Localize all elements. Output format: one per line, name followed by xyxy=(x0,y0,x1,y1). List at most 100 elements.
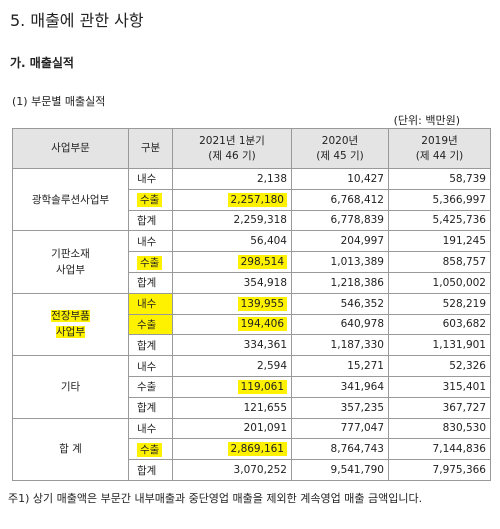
value: 139,955 xyxy=(237,296,287,311)
type-cell: 수출 xyxy=(128,313,173,336)
value: 858,757 xyxy=(442,256,486,269)
type-label: 수출 xyxy=(137,255,163,270)
value: 777,047 xyxy=(340,422,384,435)
type-label: 내수 xyxy=(137,173,157,186)
segment-name: 기타 xyxy=(60,380,81,393)
value: 119,061 xyxy=(237,379,287,394)
segment-cell: 합 계 xyxy=(12,417,129,481)
segment-name: 광학솔루션사업부 xyxy=(31,193,110,206)
value-cell: 7,144,836 xyxy=(388,438,491,461)
value-cell: 2,594 xyxy=(172,355,292,377)
segment-cell: 광학솔루션사업부 xyxy=(12,167,129,232)
table-row: 합계 334,361 1,187,330 1,131,901 xyxy=(13,334,491,357)
value-cell: 354,918 xyxy=(172,271,292,294)
value: 191,245 xyxy=(442,235,486,248)
value: 1,218,386 xyxy=(330,276,384,289)
column-header: 구분 xyxy=(128,128,173,169)
segment-cell: 기타 xyxy=(12,355,129,419)
type-cell: 수출 xyxy=(128,438,173,461)
value: 2,869,161 xyxy=(227,442,287,457)
value-cell: 1,218,386 xyxy=(291,271,389,294)
type-label: 합계 xyxy=(137,402,157,415)
type-label: 내수 xyxy=(137,360,157,373)
value-cell: 2,257,180 xyxy=(172,188,292,211)
segment-name: 합 계 xyxy=(59,443,82,456)
value: 2,138 xyxy=(256,172,287,185)
type-cell: 합계 xyxy=(128,209,173,232)
value: 298,514 xyxy=(237,255,287,270)
value-cell: 367,727 xyxy=(388,396,491,419)
value-cell: 830,530 xyxy=(388,417,491,440)
value: 1,013,389 xyxy=(330,256,384,269)
type-label: 수출 xyxy=(137,193,163,208)
table-row: 광학솔루션사업부 내수 2,138 10,427 58,739 xyxy=(12,167,491,232)
type-label: 수출 xyxy=(137,381,157,394)
column-header: 2021년 1분기 (제 46 기) xyxy=(172,128,292,169)
value-cell: 3,070,252 xyxy=(172,459,292,481)
sales-table: 사업부문 구분 2021년 1분기 (제 46 기) 2020년 (제 45 기) 20… xyxy=(12,128,491,481)
value-cell: 777,047 xyxy=(291,417,389,440)
value: 2,257,180 xyxy=(227,192,287,207)
value-cell: 201,091 xyxy=(172,417,292,440)
value: 204,997 xyxy=(340,235,384,248)
value: 5,366,997 xyxy=(432,193,486,206)
value-cell: 858,757 xyxy=(388,251,491,273)
value: 52,326 xyxy=(449,360,486,373)
column-header: 2020년 (제 45 기) xyxy=(291,128,389,169)
column-header: 2019년 (제 44 기) xyxy=(388,128,491,169)
type-cell: 내수 xyxy=(128,417,173,440)
value-cell: 7,975,366 xyxy=(388,459,491,481)
table-row: 기타 내수 2,594 15,271 52,326 xyxy=(12,355,491,419)
type-cell: 합계 xyxy=(128,271,173,294)
value: 6,768,412 xyxy=(330,193,384,206)
type-cell: 수출 xyxy=(128,188,173,211)
value-cell: 139,955 xyxy=(172,292,292,315)
value-cell: 5,366,997 xyxy=(388,188,491,211)
type-label: 내수 xyxy=(137,298,157,311)
subtitle: 가. 매출실적 xyxy=(10,56,74,70)
type-label: 수출 xyxy=(137,442,163,457)
value: 830,530 xyxy=(442,422,486,435)
value-cell: 1,050,002 xyxy=(388,271,491,294)
value-cell: 52,326 xyxy=(388,355,491,377)
value: 2,594 xyxy=(256,360,287,373)
type-cell: 합계 xyxy=(128,459,173,481)
type-label: 수출 xyxy=(137,318,157,331)
table-body: 광학솔루션사업부 내수 2,138 10,427 58,739 수출 2,257,180 6,… xyxy=(12,167,491,481)
value-cell: 1,131,901 xyxy=(388,334,491,357)
segment-cell: 전장부품 사업부 xyxy=(12,292,129,357)
value-cell: 204,997 xyxy=(291,230,389,253)
value-cell: 56,404 xyxy=(172,230,292,253)
table-row: 수출 2,869,161 8,764,743 7,144,836 xyxy=(13,438,491,461)
value-cell: 2,138 xyxy=(172,168,292,190)
value: 2,259,318 xyxy=(233,214,287,227)
value-cell: 357,235 xyxy=(291,396,389,419)
value: 603,682 xyxy=(442,318,486,331)
type-label: 내수 xyxy=(137,422,157,435)
value: 7,144,836 xyxy=(432,443,486,456)
value-cell: 121,655 xyxy=(172,396,292,419)
table-row: 수출 298,514 1,013,389 858,757 xyxy=(13,251,491,273)
footnote: 주1) 상기 매출액은 부문간 내부매출과 중단영업 매출을 제외한 계속영업 … xyxy=(8,492,423,505)
value: 6,778,839 xyxy=(330,214,384,227)
value-cell: 10,427 xyxy=(291,168,389,190)
value-cell: 6,768,412 xyxy=(291,188,389,211)
value: 640,978 xyxy=(340,318,384,331)
value: 367,727 xyxy=(442,401,486,414)
type-cell: 내수 xyxy=(128,292,173,315)
caption: (1) 부문별 매출실적 xyxy=(12,95,106,108)
value-cell: 191,245 xyxy=(388,230,491,253)
value-cell: 603,682 xyxy=(388,313,491,336)
value-cell: 546,352 xyxy=(291,292,389,315)
segment-cell: 기판소재 사업부 xyxy=(12,230,129,294)
type-cell: 합계 xyxy=(128,334,173,357)
type-label: 합계 xyxy=(137,277,157,290)
value: 5,425,736 xyxy=(432,214,486,227)
value: 15,271 xyxy=(347,360,384,373)
value-cell: 341,964 xyxy=(291,375,389,398)
value: 1,187,330 xyxy=(330,339,384,352)
column-header: 사업부문 xyxy=(12,128,129,169)
segment-name: 기판소재 사업부 xyxy=(51,248,90,277)
value: 315,401 xyxy=(442,380,486,393)
value-cell: 6,778,839 xyxy=(291,209,389,232)
